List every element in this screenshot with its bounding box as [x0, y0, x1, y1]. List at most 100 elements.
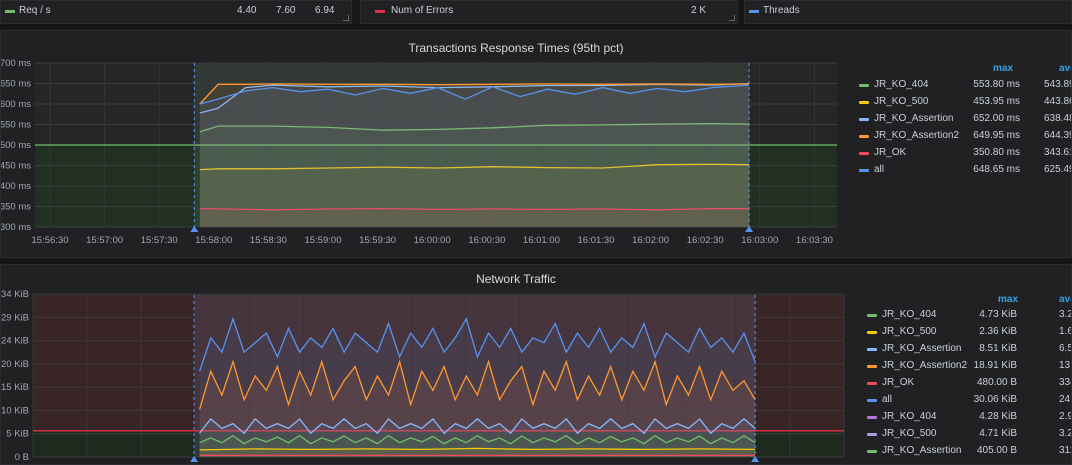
- legend-item[interactable]: JR_KO_Assertion 405.00 B 311.25 B: [867, 445, 1071, 462]
- legend-color-swatch[interactable]: [859, 84, 869, 87]
- legend-color-swatch[interactable]: [859, 101, 869, 104]
- legend-avg-value: 6.54 KiB: [1059, 343, 1071, 354]
- legend-color-swatch[interactable]: [867, 433, 877, 436]
- legend-item[interactable]: JR_KO_Assertion2 649.95 ms 644.39 ms: [859, 130, 1071, 147]
- legend-color-swatch[interactable]: [867, 314, 877, 317]
- legend-color-swatch[interactable]: [867, 399, 877, 402]
- annotation-marker-icon[interactable]: [190, 226, 199, 232]
- annotation-marker-icon[interactable]: [751, 456, 760, 462]
- resize-corner-icon[interactable]: [729, 15, 735, 21]
- legend-avg-value: 343.61 ms: [1044, 147, 1072, 158]
- legend-color-swatch[interactable]: [859, 169, 869, 172]
- legend-item[interactable]: JR_OK 480.00 B 334.40 B: [867, 377, 1071, 394]
- y-tick-label: 24 KiB: [1, 336, 29, 347]
- legend-color-swatch[interactable]: [867, 382, 877, 385]
- legend-item[interactable]: JR_KO_500 2.36 KiB 1.65 KiB: [867, 326, 1071, 343]
- series-line-jr-ko-404[interactable]: [199, 434, 756, 445]
- y-tick-label: 300 ms: [1, 222, 31, 233]
- series-line-jr-ko-404[interactable]: [199, 123, 750, 133]
- series-line-jr-ko-500[interactable]: [199, 447, 756, 451]
- legend-item[interactable]: JR_KO_404 4.28 KiB 2.97 KiB: [867, 411, 1071, 428]
- series-line-jr-ko-500[interactable]: [199, 163, 750, 171]
- series-line-jr-ko-assertion[interactable]: [199, 417, 756, 435]
- legend-color-swatch[interactable]: [867, 450, 877, 453]
- legend-item[interactable]: all 648.65 ms 625.49 ms: [859, 164, 1071, 181]
- legend-series-name[interactable]: JR_KO_404: [882, 309, 937, 320]
- legend-header-max[interactable]: max: [993, 63, 1014, 74]
- legend-series-name[interactable]: JR_KO_404: [874, 79, 929, 90]
- network-traffic-chart[interactable]: 0 B 5 KiB 10 KiB 15 KiB 20 KiB 24 KiB 29 KiB 34…: [1, 265, 846, 465]
- threads-legend-swatch: [749, 10, 759, 13]
- network-traffic-panel[interactable]: Network Traffic 0 B 5 KiB 10 KiB 15 KiB 20 K…: [0, 264, 1072, 465]
- legend-avg-value: 543.89 ms: [1044, 79, 1072, 90]
- legend-color-swatch[interactable]: [867, 365, 877, 368]
- legend-item[interactable]: JR_KO_404 553.80 ms 543.89 ms: [859, 79, 1072, 96]
- legend-series-name[interactable]: JR_KO_Assertion: [882, 445, 962, 456]
- legend-max-value: 4.71 KiB: [979, 428, 1017, 439]
- legend-series-name[interactable]: all: [874, 164, 885, 175]
- annotation-marker-icon[interactable]: [190, 456, 199, 462]
- response-times-panel[interactable]: Transactions Response Times (95th pct) 3…: [0, 30, 1072, 258]
- legend-header-max[interactable]: max: [998, 294, 1019, 305]
- legend-color-swatch[interactable]: [859, 135, 869, 138]
- legend-header-avg[interactable]: avg: [1059, 294, 1071, 305]
- y-tick-label: 10 KiB: [1, 405, 29, 416]
- annotation-marker-icon[interactable]: [745, 226, 754, 232]
- legend-series-name[interactable]: JR_KO_500: [874, 96, 929, 107]
- legend-color-swatch[interactable]: [859, 152, 869, 155]
- series-area-jr-ko-500: [199, 164, 750, 227]
- legend-series-name[interactable]: JR_KO_Assertion2: [882, 360, 968, 371]
- y-tick-label: 20 KiB: [1, 359, 29, 370]
- legend-item[interactable]: JR_OK 350.80 ms 343.61 ms: [859, 147, 1072, 164]
- legend-series-name[interactable]: JR_KO_Assertion: [874, 113, 954, 124]
- series-line-jr-ko-assertion2[interactable]: [198, 359, 756, 410]
- legend-series-name[interactable]: JR_KO_Assertion2: [874, 130, 960, 141]
- legend-item[interactable]: JR_KO_Assertion2 18.91 KiB 13.08 KiB: [867, 360, 1071, 377]
- resize-corner-icon[interactable]: [343, 15, 349, 21]
- errors-legend-swatch: [375, 10, 385, 13]
- legend-color-swatch[interactable]: [867, 416, 877, 419]
- series-line-jr-ok[interactable]: [199, 207, 750, 211]
- legend-series-name[interactable]: JR_KO_500: [882, 326, 937, 337]
- legend-header-avg[interactable]: avg: [1059, 63, 1071, 74]
- legend-item[interactable]: JR_KO_Assertion 652.00 ms 638.48 ms: [859, 113, 1072, 130]
- response-times-chart[interactable]: 300 ms 350 ms 400 ms 450 ms 500 ms 550 ms 600 …: [1, 31, 841, 258]
- legend-max-value: 2.36 KiB: [979, 326, 1017, 337]
- legend-color-swatch[interactable]: [867, 331, 877, 334]
- legend-avg-value: 638.48 ms: [1044, 113, 1072, 124]
- legend-series-name[interactable]: JR_KO_Assertion: [882, 343, 962, 354]
- network-traffic-legend: JR_KO_404 4.73 KiB 3.28 KiB JR_KO_500 2.36 K…: [867, 309, 1071, 464]
- panel-title[interactable]: Transactions Response Times (95th pct): [408, 41, 624, 55]
- series-line-jr-ko-assertion2[interactable]: [199, 83, 750, 105]
- errors-panel[interactable]: Num of Errors 2 K: [360, 0, 738, 24]
- legend-color-swatch[interactable]: [867, 348, 877, 351]
- legend-item[interactable]: JR_KO_Assertion 8.51 KiB 6.54 KiB: [867, 343, 1071, 360]
- legend-item[interactable]: JR_KO_500 4.71 KiB 3.28 KiB: [867, 428, 1071, 445]
- req-value-2: 7.60: [276, 5, 296, 16]
- x-tick-label: 16:02:30: [687, 235, 724, 246]
- series-area-jr-ko-404: [199, 435, 756, 457]
- legend-series-name[interactable]: all: [882, 394, 893, 405]
- x-tick-label: 15:57:00: [86, 235, 123, 246]
- legend-avg-value: 443.86 ms: [1044, 96, 1072, 107]
- series-line-all[interactable]: [198, 316, 756, 372]
- legend-item[interactable]: JR_KO_500 453.95 ms 443.86 ms: [859, 96, 1072, 113]
- legend-series-name[interactable]: JR_KO_500: [882, 428, 937, 439]
- legend-max-value: 648.65 ms: [973, 164, 1020, 175]
- legend-series-name[interactable]: JR_OK: [882, 377, 915, 388]
- legend-series-name[interactable]: JR_KO_404: [882, 411, 937, 422]
- panel-title[interactable]: Network Traffic: [476, 272, 556, 286]
- x-tick-label: 16:03:00: [741, 235, 778, 246]
- x-tick-label: 16:00:00: [414, 235, 451, 246]
- series-line-all[interactable]: [199, 84, 750, 105]
- legend-color-swatch[interactable]: [859, 118, 869, 121]
- series-area-all: [199, 318, 756, 457]
- legend-item[interactable]: all 30.06 KiB 24.87 KiB: [867, 394, 1071, 411]
- y-tick-label: 700 ms: [1, 58, 31, 69]
- req-per-sec-panel[interactable]: Req / s 4.40 7.60 6.94: [0, 0, 352, 24]
- legend-item[interactable]: JR_KO_404 4.73 KiB 3.28 KiB: [867, 309, 1071, 326]
- y-tick-label: 5 KiB: [6, 429, 29, 440]
- threads-panel[interactable]: Threads: [744, 0, 1072, 24]
- legend-series-name[interactable]: JR_OK: [874, 147, 907, 158]
- y-tick-label: 0 B: [15, 452, 29, 463]
